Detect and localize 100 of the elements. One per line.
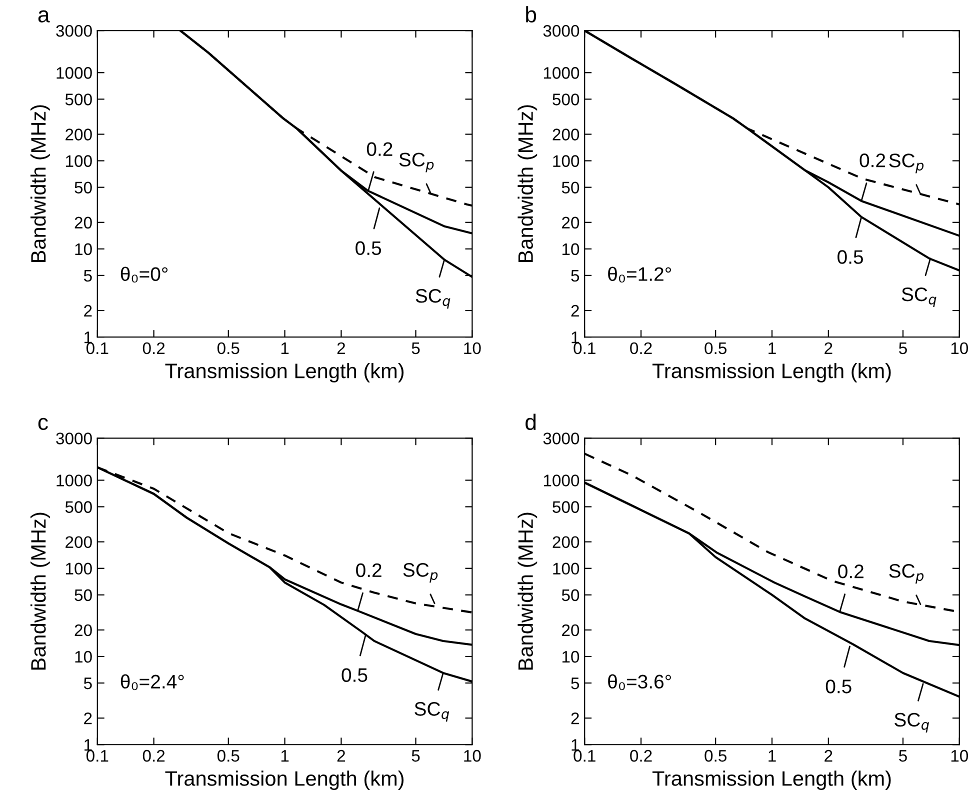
- y-tick-label: 2: [84, 712, 92, 724]
- annotation: SC$_{p}$: [889, 564, 924, 584]
- y-tick-label: 50: [74, 589, 92, 602]
- annotation: 0.2: [366, 142, 392, 156]
- y-tick-label: 20: [74, 216, 92, 229]
- x-tick-label: 1: [768, 750, 776, 762]
- y-tick-label: 200: [66, 536, 92, 548]
- y-tick-label: 1: [84, 332, 92, 344]
- y-tick-label: 50: [562, 589, 580, 602]
- x-tick-label: 0.2: [142, 750, 165, 762]
- y-tick-label: 20: [562, 216, 580, 229]
- annotation: SC$_{p}$: [403, 563, 438, 583]
- annotation: 0.5: [356, 241, 382, 256]
- y-tick-label: 1000: [544, 474, 580, 486]
- y-tick-label: 200: [552, 128, 580, 140]
- x-tick-label: 0.2: [630, 750, 652, 762]
- x-tick-label: 5: [899, 342, 907, 354]
- annotation: SC$_{q}$: [902, 287, 936, 308]
- y-tick-label: 10: [562, 650, 580, 663]
- y-tick-label: 1: [84, 739, 92, 751]
- y-tick-label: 3000: [543, 24, 580, 37]
- annotation: SC$_{p}$: [889, 154, 924, 174]
- y-tick-label: 100: [66, 155, 92, 167]
- y-tick-label: 1: [572, 739, 579, 751]
- x-tick-label: 0.5: [704, 342, 726, 354]
- annotation: 0.2: [860, 154, 886, 168]
- y-tick-label: 500: [65, 94, 92, 106]
- y-tick-label: 100: [66, 562, 92, 575]
- y-tick-label: 2: [84, 304, 92, 317]
- annotation: SC$_{p}$: [399, 152, 434, 172]
- y-tick-label: 50: [74, 182, 92, 194]
- x-tick-label: 0.1: [574, 750, 596, 762]
- x-tick-label: 10: [464, 750, 481, 762]
- chart-title: a: [38, 10, 50, 22]
- y-tick-label: 50: [562, 182, 580, 194]
- y-tick-label: 1000: [56, 67, 92, 79]
- x-tick-label: 0.1: [86, 750, 108, 762]
- y-tick-label: 20: [562, 624, 580, 636]
- annotation: 0.5: [838, 250, 863, 264]
- y-tick-label: 5: [84, 270, 92, 282]
- x-tick-label: 0.1: [86, 342, 108, 354]
- y-tick-label: 1: [572, 332, 579, 344]
- y-tick-label: 10: [562, 243, 580, 256]
- y-tick-label: 500: [552, 501, 580, 513]
- x-tick-label: 0.5: [217, 342, 240, 354]
- x-tick-label: 1: [281, 342, 289, 354]
- x-axis-title: Transmission Length (km): [165, 770, 404, 790]
- y-axis-title: Bandwidth (MHz): [30, 512, 50, 670]
- y-tick-label: 10: [75, 243, 92, 256]
- x-axis-title: Transmission Length (km): [652, 770, 891, 790]
- x-tick-label: 0.1: [574, 342, 596, 354]
- y-tick-label: 500: [552, 94, 580, 106]
- y-tick-label: 100: [553, 562, 580, 575]
- x-tick-label: 10: [951, 342, 968, 354]
- x-tick-label: 0.5: [704, 750, 726, 762]
- y-tick-label: 20: [74, 624, 92, 636]
- annotation: 0.2: [838, 564, 864, 578]
- y-tick-label: 5: [84, 678, 92, 690]
- y-tick-label: 2: [571, 712, 579, 724]
- y-tick-label: 5: [571, 678, 580, 690]
- y-tick-label: 3000: [543, 432, 580, 444]
- annotation: 0.5: [342, 668, 368, 682]
- y-tick-label: 2: [571, 304, 579, 317]
- y-tick-label: 500: [65, 501, 92, 513]
- x-tick-label: 5: [412, 342, 420, 354]
- x-tick-label: 2: [824, 342, 832, 354]
- x-tick-label: 10: [464, 342, 481, 354]
- x-tick-label: 1: [281, 750, 289, 762]
- x-tick-label: 2: [824, 750, 832, 762]
- y-tick-label: 1000: [544, 67, 580, 79]
- chart-title: b: [526, 6, 536, 22]
- x-tick-label: 1: [768, 342, 776, 354]
- annotation: SC$_{q}$: [414, 702, 450, 722]
- annotation: SC$_{q}$: [894, 712, 930, 732]
- y-tick-label: 10: [75, 650, 92, 663]
- y-axis-title: Bandwidth (MHz): [518, 105, 538, 262]
- y-tick-label: 5: [571, 270, 580, 282]
- x-axis-title: Transmission Length (km): [652, 362, 891, 382]
- chart-title: c: [38, 418, 48, 430]
- annotation: θ₀=2.4°: [120, 674, 184, 690]
- y-tick-label: 200: [552, 536, 580, 548]
- annotation: θ₀=0°: [120, 266, 168, 283]
- x-tick-label: 0.2: [630, 342, 652, 354]
- x-tick-label: 2: [337, 750, 345, 762]
- x-tick-label: 2: [337, 342, 345, 354]
- x-tick-label: 5: [899, 750, 907, 762]
- annotation: 0.5: [826, 680, 852, 694]
- y-tick-label: 100: [553, 155, 580, 167]
- annotation: 0.2: [356, 563, 382, 578]
- y-axis-title: Bandwidth (MHz): [30, 105, 50, 262]
- x-tick-label: 0.5: [217, 750, 240, 762]
- x-tick-label: 10: [951, 750, 968, 762]
- annotation: θ₀=3.6°: [608, 674, 671, 690]
- x-tick-label: 0.2: [142, 342, 165, 354]
- annotation: SC$_{q}$: [416, 288, 450, 309]
- chart-title: d: [526, 414, 536, 430]
- annotation: θ₀=1.2°: [608, 266, 671, 283]
- y-tick-label: 3000: [56, 432, 92, 444]
- y-tick-label: 3000: [56, 24, 92, 37]
- x-tick-label: 5: [412, 750, 420, 762]
